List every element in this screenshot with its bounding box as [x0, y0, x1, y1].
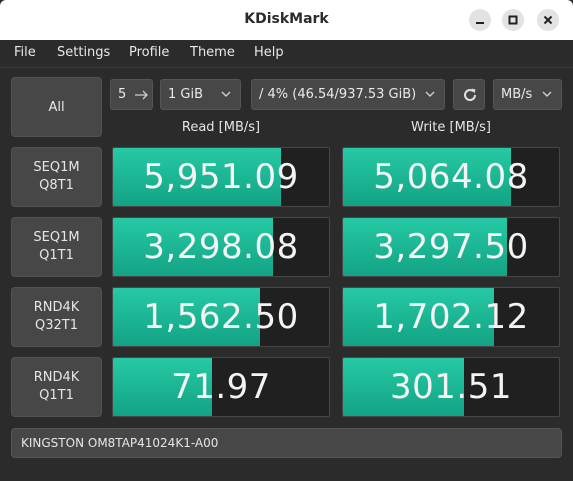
menu-file[interactable]: File	[14, 45, 36, 60]
read-header: Read [MB/s]	[181, 120, 261, 135]
refresh-icon	[464, 88, 477, 101]
read-value: 71.97	[171, 367, 271, 407]
test-button-seq1m-q1t1[interactable]: SEQ1M Q1T1	[11, 217, 102, 277]
units-select[interactable]: MB/s	[493, 79, 562, 110]
write-fill-bar	[343, 288, 495, 346]
read-result: 3,298.08	[112, 217, 330, 277]
read-result: 5,951.09	[112, 147, 330, 207]
refresh-button[interactable]	[453, 79, 485, 110]
drive-select[interactable]: / 4% (46.54/937.53 GiB)	[251, 79, 445, 110]
test-button-seq1m-q8t1[interactable]: SEQ1M Q8T1	[11, 147, 102, 207]
size-value: 1 GiB	[168, 87, 204, 102]
test-params: Q32T1	[35, 318, 78, 333]
write-fill-bar	[343, 358, 464, 416]
test-params: Q1T1	[39, 248, 74, 263]
write-result: 301.51	[342, 357, 560, 417]
test-button-rnd4k-q32t1[interactable]: RND4K Q32T1	[11, 287, 102, 347]
test-params: Q8T1	[39, 178, 74, 193]
write-fill-bar	[343, 218, 508, 276]
read-fill-bar	[113, 358, 213, 416]
menu-settings[interactable]: Settings	[57, 45, 111, 60]
read-value: 5,951.09	[143, 157, 299, 197]
chevron-down-icon	[542, 91, 552, 97]
write-value: 1,702.12	[373, 297, 529, 337]
read-result: 71.97	[112, 357, 330, 417]
test-name: SEQ1M	[33, 230, 80, 245]
menu-theme[interactable]: Theme	[190, 45, 235, 60]
write-value: 3,297.50	[373, 227, 529, 267]
read-fill-bar	[113, 148, 282, 206]
test-name: SEQ1M	[33, 160, 80, 175]
title-bar: KDiskMark	[0, 0, 573, 40]
loops-spinbox[interactable]: 5	[110, 79, 153, 110]
drive-value: / 4% (46.54/937.53 GiB)	[259, 87, 417, 102]
loops-value: 5	[118, 87, 127, 102]
close-icon[interactable]	[537, 9, 559, 31]
menu-bar: File Settings Profile Theme Help	[0, 40, 573, 68]
read-fill-bar	[113, 218, 273, 276]
device-info-field[interactable]: KINGSTON OM8TAP41024K1-A00	[11, 428, 562, 458]
test-button-rnd4k-q1t1[interactable]: RND4K Q1T1	[11, 357, 102, 417]
all-button-label: All	[48, 99, 65, 115]
size-select[interactable]: 1 GiB	[160, 79, 241, 110]
read-result: 1,562.50	[112, 287, 330, 347]
chevron-down-icon	[221, 91, 231, 97]
menu-help[interactable]: Help	[254, 45, 284, 60]
units-value: MB/s	[501, 87, 533, 102]
device-name: KINGSTON OM8TAP41024K1-A00	[21, 436, 219, 450]
test-name: RND4K	[33, 370, 80, 385]
main-panel: All 5 1 GiB / 4% (46.54/937.53 GiB) MB/s…	[0, 68, 573, 481]
read-value: 1,562.50	[143, 297, 299, 337]
window-title: KDiskMark	[244, 11, 329, 27]
minimize-icon[interactable]	[469, 9, 491, 31]
write-result: 3,297.50	[342, 217, 560, 277]
spin-arrows-icon[interactable]	[134, 89, 148, 101]
chevron-down-icon	[425, 91, 435, 97]
write-fill-bar	[343, 148, 512, 206]
menu-profile[interactable]: Profile	[129, 45, 170, 60]
read-value: 3,298.08	[143, 227, 299, 267]
write-result: 5,064.08	[342, 147, 560, 207]
write-value: 301.51	[390, 367, 512, 407]
all-button[interactable]: All	[11, 77, 102, 137]
read-fill-bar	[113, 288, 260, 346]
write-result: 1,702.12	[342, 287, 560, 347]
test-params: Q1T1	[39, 388, 74, 403]
write-header: Write [MB/s]	[411, 120, 491, 135]
test-name: RND4K	[33, 300, 80, 315]
write-value: 5,064.08	[373, 157, 529, 197]
maximize-icon[interactable]	[502, 9, 524, 31]
